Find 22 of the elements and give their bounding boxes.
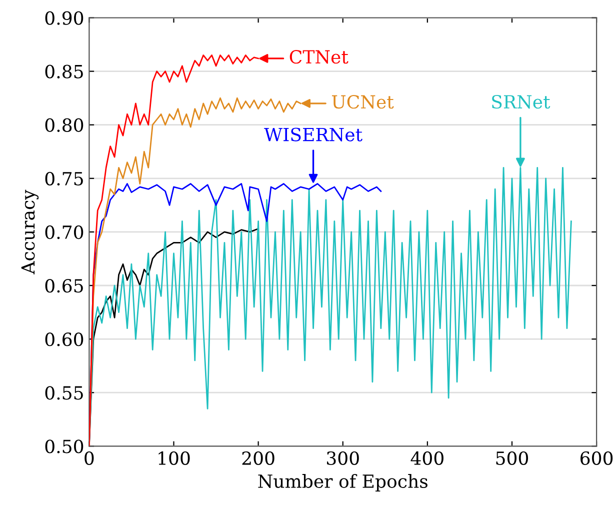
x-tick-label: 0 [84,451,94,465]
y-axis-title: Accuracy [21,190,39,274]
x-tick-label: 500 [496,451,528,465]
y-tick-label: 0.65 [45,278,83,293]
x-tick-label: 400 [410,451,444,465]
y-tick-label: 0.55 [45,386,83,400]
y-tick-label: 0.50 [45,440,84,454]
y-tick-label: 0.90 [45,11,84,25]
y-tick-label: 0.85 [45,64,83,78]
annotation: CTNet [290,50,348,64]
x-tick-label: 600 [580,451,613,465]
x-tick-label: 200 [242,451,274,465]
y-tick-label: 0.80 [45,118,84,132]
x-axis-title: Number of Epochs [258,474,428,492]
y-tick-label: 0.75 [45,172,83,186]
x-tick-label: 300 [327,451,359,465]
y-tick-label: 0.70 [45,225,84,240]
annotation: SRNet [492,94,550,109]
y-tick-label: 0.60 [45,332,84,346]
x-tick-label: 100 [158,451,190,465]
annotation: WISERNet [264,128,362,142]
annotation: UCNet [332,95,394,109]
